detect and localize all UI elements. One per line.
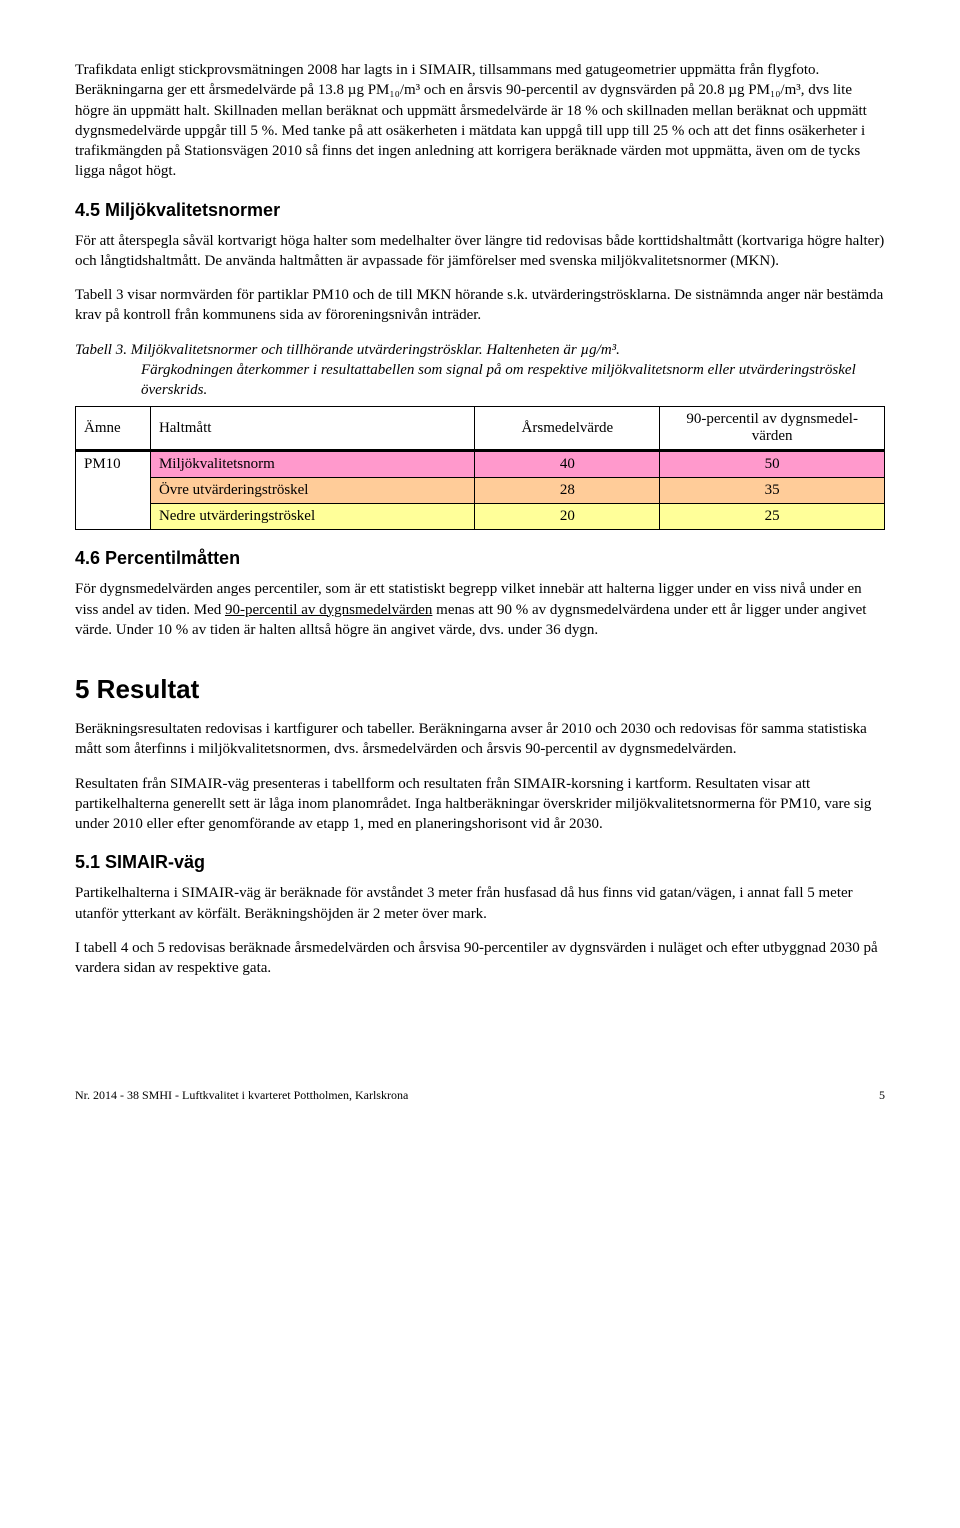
page-footer: Nr. 2014 - 38 SMHI - Luftkvalitet i kvar… xyxy=(75,1088,885,1103)
th-arsmedel: Årsmedelvärde xyxy=(475,407,660,451)
cell-label: Övre utvärderingströskel xyxy=(150,478,475,504)
cell-label: Miljökvalitetsnorm xyxy=(150,451,475,478)
th-amne: Ämne xyxy=(76,407,151,451)
footer-page-number: 5 xyxy=(879,1088,885,1103)
cell-pm10: PM10 xyxy=(76,451,151,530)
th-haltmatt: Haltmått xyxy=(150,407,475,451)
paragraph-4-6: För dygnsmedelvärden anges percentiler, … xyxy=(75,579,885,640)
paragraph-4-5-b: Tabell 3 visar normvärden för partiklar … xyxy=(75,285,885,326)
table-header-row: Ämne Haltmått Årsmedelvärde 90-percentil… xyxy=(76,407,885,451)
heading-4-6: 4.6 Percentilmåtten xyxy=(75,548,885,569)
paragraph-4-5-a: För att återspegla såväl kortvarigt höga… xyxy=(75,231,885,272)
table-3-caption: Tabell 3. Miljökvalitetsnormer och tillh… xyxy=(75,340,885,401)
paragraph-5-1-b: I tabell 4 och 5 redovisas beräknade års… xyxy=(75,938,885,979)
cell-value: 40 xyxy=(475,451,660,478)
cell-value: 28 xyxy=(475,478,660,504)
table-row: PM10 Miljökvalitetsnorm 40 50 xyxy=(76,451,885,478)
paragraph-intro: Trafikdata enligt stickprovsmätningen 20… xyxy=(75,60,885,182)
paragraph-5-1-a: Partikelhalterna i SIMAIR-väg är beräkna… xyxy=(75,883,885,924)
cell-value: 25 xyxy=(660,504,885,530)
footer-left: Nr. 2014 - 38 SMHI - Luftkvalitet i kvar… xyxy=(75,1088,408,1103)
caption-line-1: Tabell 3. Miljökvalitetsnormer och tillh… xyxy=(75,342,620,358)
table-row: Nedre utvärderingströskel 20 25 xyxy=(76,504,885,530)
cell-value: 35 xyxy=(660,478,885,504)
cell-value: 20 xyxy=(475,504,660,530)
paragraph-5-a: Beräkningsresultaten redovisas i kartfig… xyxy=(75,719,885,760)
document-page: Trafikdata enligt stickprovsmätningen 20… xyxy=(0,0,960,1143)
heading-5: 5 Resultat xyxy=(75,674,885,705)
caption-line-2: Färgkodningen återkommer i resultattabel… xyxy=(75,360,885,401)
table-row: Övre utvärderingströskel 28 35 xyxy=(76,478,885,504)
th-percentil: 90-percentil av dygnsmedel-värden xyxy=(660,407,885,451)
paragraph-5-b: Resultaten från SIMAIR-väg presenteras i… xyxy=(75,774,885,835)
underlined-term: 90-percentil av dygnsmedelvärden xyxy=(225,602,432,618)
heading-5-1: 5.1 SIMAIR-väg xyxy=(75,852,885,873)
cell-label: Nedre utvärderingströskel xyxy=(150,504,475,530)
table-mkn: Ämne Haltmått Årsmedelvärde 90-percentil… xyxy=(75,406,885,530)
cell-value: 50 xyxy=(660,451,885,478)
heading-4-5: 4.5 Miljökvalitetsnormer xyxy=(75,200,885,221)
